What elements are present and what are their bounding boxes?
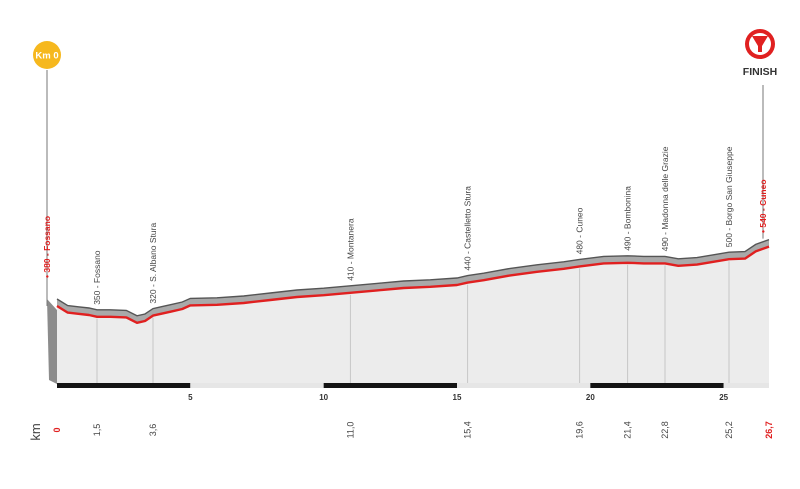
km-tick-label: 1,5 — [92, 424, 102, 437]
scale-label: 5 — [188, 393, 193, 402]
waypoint-label: 410 - Montanera — [345, 218, 355, 281]
scale-segment — [590, 383, 724, 388]
scale-label: 25 — [719, 393, 728, 402]
km-tick-label: 11,0 — [345, 422, 355, 439]
start-badge-label: Km 0 — [35, 51, 58, 62]
unit-label: km — [28, 423, 43, 440]
km-tick-label: 21,4 — [623, 421, 633, 439]
km-tick-labels: 0 1,5 3,6 11,0 15,4 19,6 21,4 22,8 25,2 26,7 — [52, 421, 774, 439]
waypoint-label: 500 - Borgo San Giuseppe — [724, 146, 734, 247]
km-tick-label: 26,7 — [764, 421, 774, 439]
profile-top-edge — [56, 238, 770, 317]
waypoint-labels: • 380 - Fossano 350 - Fossano 320 - S. Alb… — [42, 146, 768, 305]
waypoint-label: • 380 - Fossano — [42, 216, 52, 278]
scale-segment — [57, 383, 191, 388]
distance-scale-bar: 5 10 15 20 25 — [57, 383, 769, 402]
start-badge-circle — [33, 41, 61, 69]
waypoint-label: 480 - Cuneo — [575, 207, 585, 254]
waypoint-label: 320 - S. Albano Stura — [148, 223, 158, 304]
waypoint-label: 440 - Castelletto Stura — [463, 186, 473, 271]
waypoint-label: 490 - Madonna delle Grazie — [660, 146, 670, 251]
scale-label: 20 — [586, 393, 595, 402]
km-tick-label: 22,8 — [660, 421, 670, 439]
scale-label: 15 — [453, 393, 462, 402]
scale-segment — [457, 383, 591, 388]
finish-label: FINISH — [743, 66, 777, 78]
waypoint-label: 350 - Fossano — [92, 250, 102, 305]
scale-segment — [323, 383, 457, 388]
waypoint-label: 490 - Bombonina — [623, 186, 633, 251]
scale-segment — [723, 383, 769, 388]
finish-icon — [745, 29, 775, 59]
profile-road-line — [56, 245, 770, 324]
scale-segment — [190, 383, 324, 388]
waypoint-label: • 540 - Cuneo — [758, 179, 768, 233]
profile-start-wedge — [47, 299, 57, 384]
profile-layer — [47, 238, 770, 384]
finish-marker: FINISH — [743, 29, 777, 78]
km-tick-label: 3,6 — [148, 424, 158, 437]
scale-label: 10 — [319, 393, 328, 402]
guide-lines — [46, 70, 764, 384]
profile-area — [57, 246, 769, 384]
start-badge: Km 0 — [33, 41, 61, 69]
km-tick-label: 25,2 — [724, 421, 734, 439]
km-tick-label: 0 — [52, 427, 62, 432]
km-tick-label: 15,4 — [463, 421, 473, 439]
km-tick-label: 19,6 — [575, 421, 585, 439]
